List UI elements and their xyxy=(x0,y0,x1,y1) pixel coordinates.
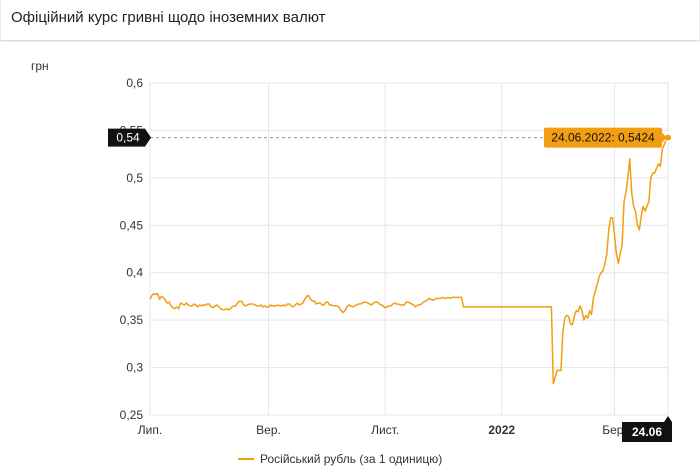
chart-series xyxy=(149,137,669,385)
legend-swatch-rub xyxy=(238,458,254,460)
crosshair-y-badge xyxy=(108,128,151,147)
chart-legend[interactable]: Російський рубль (за 1 одиницю) xyxy=(238,450,442,468)
chart-card-header: Офіційний курс гривні щодо іноземних вал… xyxy=(0,0,700,41)
tooltip-box xyxy=(544,127,662,148)
y-tick-label: 0,6 xyxy=(126,76,143,90)
y-tick-label: 0,4 xyxy=(126,266,143,280)
page-title: Офіційний курс гривні щодо іноземних вал… xyxy=(11,9,326,26)
y-tick-label: 0,5 xyxy=(126,171,143,185)
y-tick-label: 0,3 xyxy=(126,361,143,375)
crosshair-x-label: 24.06 xyxy=(632,425,662,439)
chart-crosshair: 0,54 24.06.2022: 0,5424 24.06 xyxy=(108,127,672,442)
legend-label-rub: Російський рубль (за 1 одиницю) xyxy=(260,452,443,466)
x-tick-label: Лист. xyxy=(371,423,399,437)
y-tick-label: 0,35 xyxy=(120,313,144,327)
tooltip-pointer xyxy=(662,132,667,143)
y-tick-label: 0,25 xyxy=(120,408,144,422)
crosshair-y-label: 0,54 xyxy=(116,131,140,145)
x-tick-label: 2022 xyxy=(488,423,515,437)
y-axis-unit-label: грн xyxy=(31,59,49,73)
y-axis-ticks: 0,250,30,350,40,450,50,550,6 xyxy=(120,76,144,422)
crosshair-x-badge xyxy=(622,416,672,442)
tooltip-text: 24.06.2022: 0,5424 xyxy=(551,131,655,145)
x-tick-label: Вер. xyxy=(256,423,281,437)
y-tick-label: 0,45 xyxy=(120,218,144,232)
series-line-rub xyxy=(149,137,669,385)
x-tick-label: Лип. xyxy=(138,423,162,437)
x-tick-label: Бер. xyxy=(602,423,627,437)
chart-grid xyxy=(149,82,669,416)
